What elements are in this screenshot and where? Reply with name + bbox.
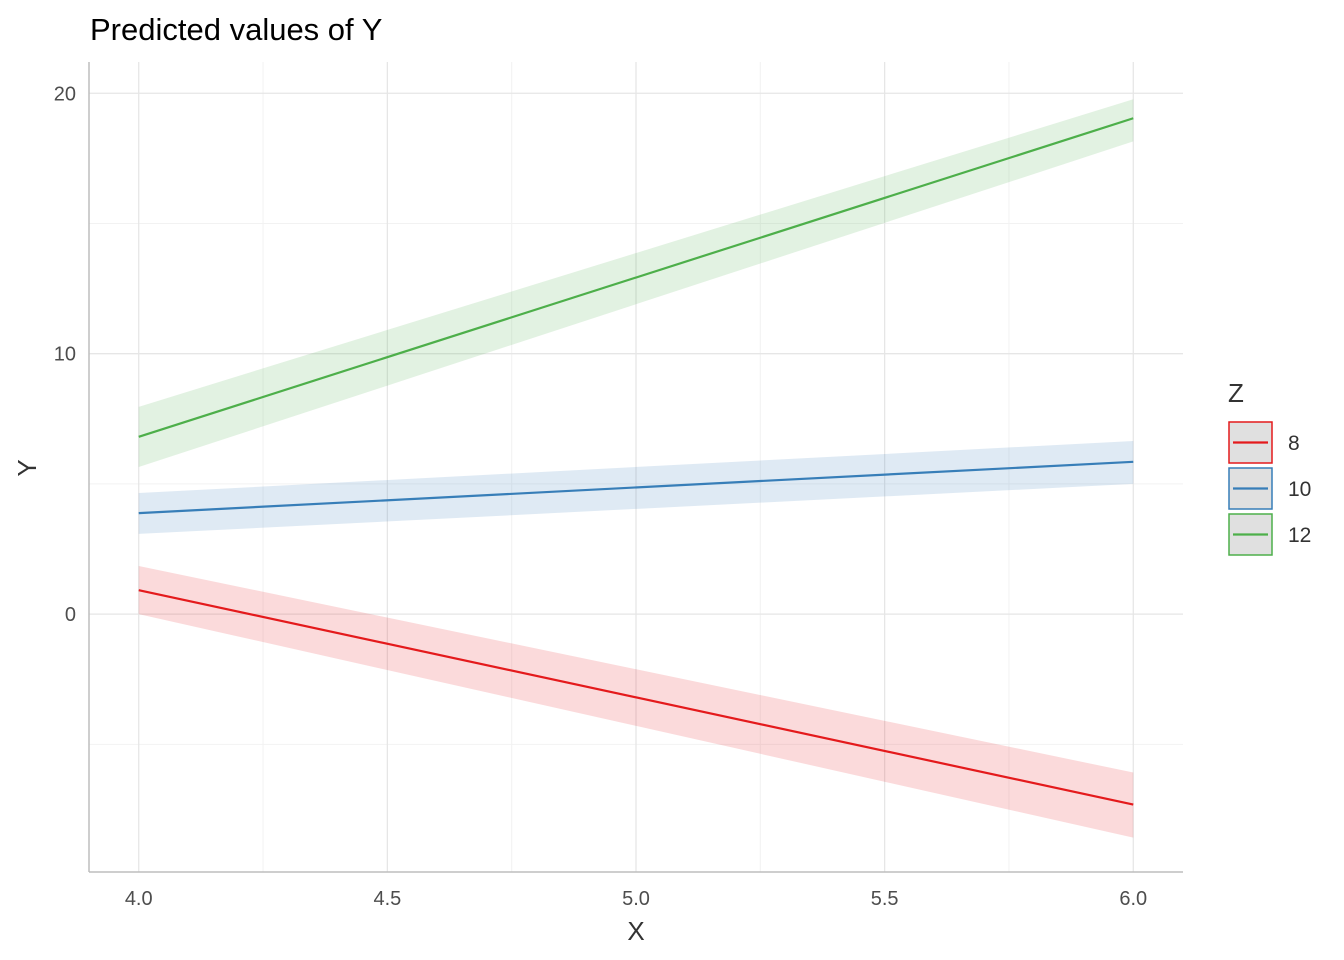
- x-tick-label: 6.0: [1119, 888, 1147, 910]
- ci-ribbon-8: [138, 565, 1134, 838]
- series-line-10: [138, 460, 1134, 515]
- y-tick-label: 10: [54, 344, 76, 366]
- series-line-8: [138, 589, 1134, 806]
- x-tick-label: 5.0: [622, 888, 650, 910]
- y-axis-label: Y: [12, 459, 42, 476]
- x-tick-label: 4.0: [125, 888, 153, 910]
- axes: 4.0 4.5 5.0 5.5 6.0 0 10 20: [54, 62, 1183, 910]
- chart-title: Predicted values of Y: [90, 12, 382, 47]
- x-axis-label: X: [627, 916, 644, 946]
- ci-ribbon-12: [138, 99, 1134, 467]
- x-tick-label: 5.5: [871, 888, 899, 910]
- legend: Z 8 10 12: [1228, 378, 1311, 556]
- legend-label-10: 10: [1288, 478, 1311, 501]
- legend-title: Z: [1228, 378, 1244, 408]
- lines: [138, 117, 1134, 806]
- series-line-12: [138, 117, 1134, 438]
- y-tick-label: 0: [65, 604, 76, 626]
- y-tick-label: 20: [54, 83, 76, 105]
- x-tick-label: 4.5: [373, 888, 401, 910]
- legend-label-12: 12: [1288, 524, 1311, 547]
- legend-label-8: 8: [1288, 432, 1300, 455]
